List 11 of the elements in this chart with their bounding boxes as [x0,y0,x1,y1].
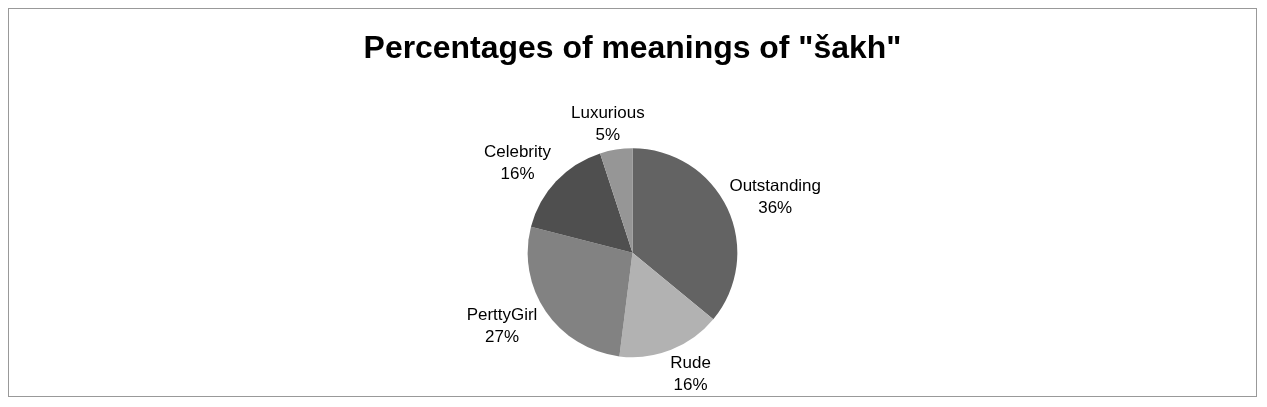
data-label: 16% [673,374,708,394]
slice-label: Luxurious [571,102,645,122]
slice-label: PerttyGirl [466,304,538,324]
data-label: 5% [595,124,621,144]
data-label: 36% [758,197,793,217]
data-label: 16% [500,164,535,184]
slice-label: Celebrity [484,142,552,162]
chart-title: Percentages of meanings of "šakh" [363,28,902,65]
slice-label: Rude [670,352,711,372]
data-label: 27% [485,326,520,346]
slice-label: Outstanding [729,176,821,195]
